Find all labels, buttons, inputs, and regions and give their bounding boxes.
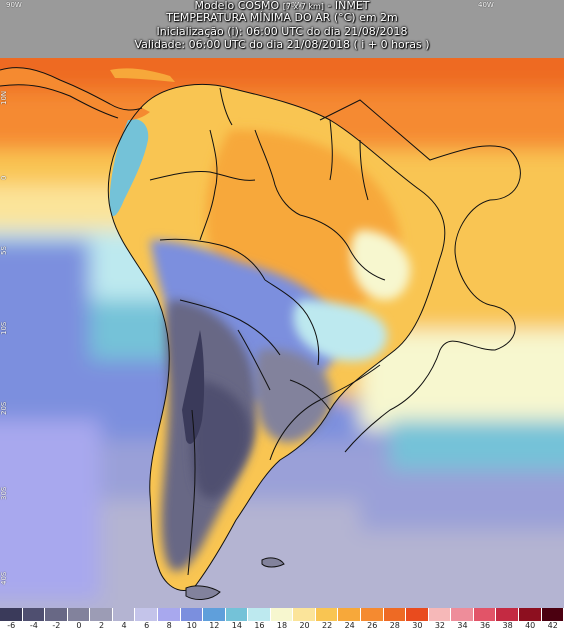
legend-label: 34 — [457, 621, 468, 630]
legend-label: 40 — [525, 621, 536, 630]
model-title: Modelo COSMO [7 x 7 km] - INMET — [0, 0, 564, 13]
legend-label: 12 — [209, 621, 220, 630]
legend-label: 0 — [76, 621, 82, 630]
legend-swatch — [518, 608, 542, 621]
legend-color-bar — [0, 608, 564, 621]
legend-swatch — [293, 608, 316, 621]
grid-label-top-2: 60W — [286, 1, 302, 9]
southern-islands — [185, 557, 285, 600]
legend-label: 30 — [412, 621, 423, 630]
legend-labels: -6 -4 -2 0 2 4 6 8 10 12 14 16 18 20 22 24 26 28 30 32 34 36 3… — [0, 621, 564, 631]
grid-label-top-1: 90W — [6, 1, 22, 9]
legend-swatch — [90, 608, 113, 621]
legend-label: -4 — [29, 621, 38, 630]
political-borders — [0, 67, 521, 591]
legend-swatch — [248, 608, 271, 621]
legend-swatch — [383, 608, 407, 621]
grid-label-side-3: 5S — [0, 246, 8, 255]
legend-label: 16 — [254, 621, 265, 630]
model-resolution: [7 x 7 km] — [282, 2, 324, 11]
legend-label: -2 — [52, 621, 61, 630]
color-legend: -6 -4 -2 0 2 4 6 8 10 12 14 16 18 20 22 24 26 28 30 32 34 36 3… — [0, 608, 564, 631]
central-america-land — [0, 67, 175, 120]
grid-label-side-2: 0 — [0, 175, 8, 180]
legend-swatch — [112, 608, 136, 621]
legend-swatch — [315, 608, 339, 621]
legend-swatch — [473, 608, 497, 621]
model-name: Modelo COSMO — [194, 0, 280, 12]
legend-swatch — [22, 608, 46, 621]
header-land-area — [0, 0, 564, 58]
initialization-time: Inicialização (i): 06:00 UTC do dia 21/0… — [156, 25, 408, 38]
legend-swatch — [496, 608, 519, 621]
south-america-land — [108, 84, 445, 591]
legend-label: 6 — [144, 621, 150, 630]
legend-swatch — [338, 608, 361, 621]
legend-swatch — [541, 608, 564, 621]
legend-swatch — [67, 608, 91, 621]
legend-swatch — [225, 608, 249, 621]
legend-swatch — [157, 608, 181, 621]
legend-label: 26 — [367, 621, 378, 630]
legend-swatch — [180, 608, 204, 621]
grid-label-side-7: 40S — [0, 571, 8, 585]
legend-label: 28 — [389, 621, 400, 630]
legend-label: 18 — [276, 621, 288, 630]
legend-label: 32 — [434, 621, 445, 630]
legend-label: 36 — [479, 621, 491, 630]
legend-swatch — [270, 608, 294, 621]
legend-swatch — [0, 608, 23, 621]
legend-label: 14 — [231, 621, 242, 630]
legend-swatch — [428, 608, 452, 621]
legend-label: 38 — [502, 621, 513, 630]
legend-swatch — [135, 608, 158, 621]
legend-label: 2 — [98, 621, 105, 630]
legend-label: 20 — [299, 621, 310, 630]
legend-swatch — [406, 608, 429, 621]
grid-label-side-4: 10S — [0, 321, 8, 335]
legend-swatch — [45, 608, 68, 621]
legend-label: 22 — [322, 621, 333, 630]
legend-label: -6 — [7, 621, 16, 630]
grid-label-side-1: 10N — [0, 90, 8, 105]
grid-label-top-3: 40W — [478, 1, 494, 9]
legend-swatch — [451, 608, 474, 621]
legend-label: 24 — [344, 621, 355, 630]
grid-label-side-6: 30S — [0, 486, 8, 500]
legend-label: 8 — [166, 621, 172, 630]
temperature-map — [0, 0, 564, 608]
legend-label: 4 — [121, 621, 127, 630]
validity-time: Validade: 06:00 UTC do dia 21/08/2018 ( … — [134, 38, 430, 51]
model-organization: - INMET — [323, 0, 370, 12]
legend-label: 42 — [547, 621, 558, 630]
grid-label-side-5: 20S — [0, 401, 8, 415]
legend-swatch — [203, 608, 226, 621]
variable-title: TEMPERATURA MÍNIMA DO AR (°C) em 2m — [166, 11, 398, 24]
legend-label: 10 — [186, 621, 197, 630]
legend-swatch — [361, 608, 384, 621]
